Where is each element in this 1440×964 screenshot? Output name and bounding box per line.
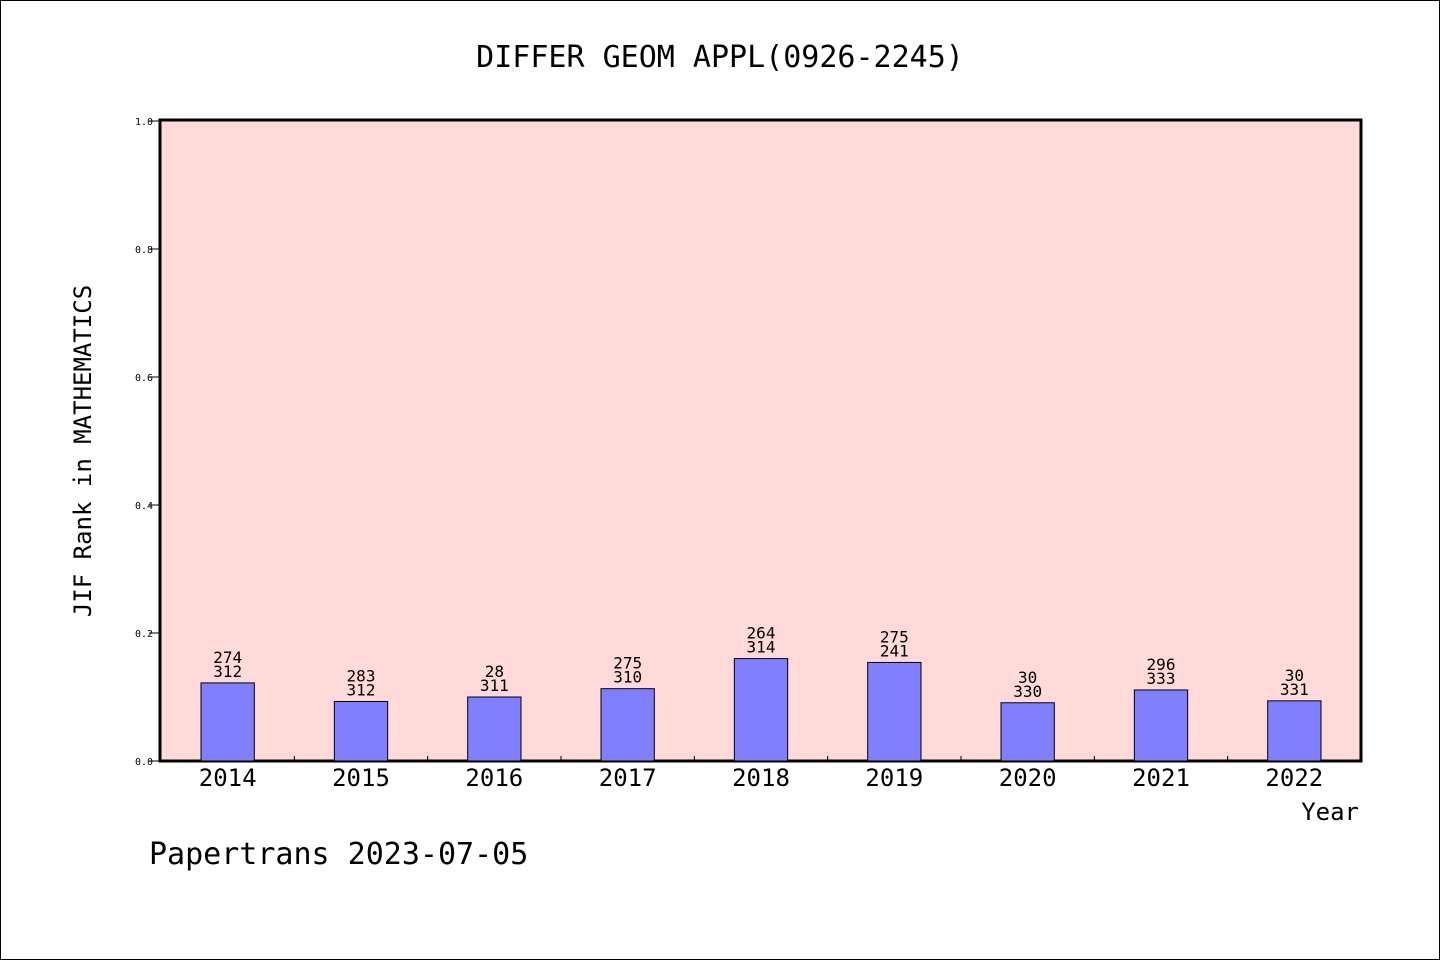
bar-2017: [600, 688, 655, 762]
bar-total-label: 312: [213, 662, 242, 681]
y-tick-label: 0.0: [135, 757, 153, 768]
y-tick-label: 0.8: [135, 245, 153, 256]
x-tick-label: 2020: [999, 764, 1057, 792]
bar-total-label: 312: [347, 680, 376, 699]
chart-title: DIFFER GEOM APPL(0926-2245): [476, 40, 964, 75]
x-axis: 2014 2015 2016 2017 2018 2019 2020 2021 2022: [199, 756, 1323, 792]
bar-2015: [333, 700, 389, 762]
bar-rank-label: 30: [1018, 668, 1037, 687]
bar-total-label: 331: [1280, 680, 1309, 699]
bar-2016: [467, 696, 522, 762]
bar-2020: [1000, 702, 1055, 762]
bar-rank-label: 275: [880, 627, 909, 646]
bar-2019: [867, 661, 922, 762]
bar-rank-label: 28: [485, 662, 504, 681]
x-tick-label: 2021: [1132, 764, 1190, 792]
bar-2018: [733, 658, 789, 762]
bar-2014: [200, 682, 255, 762]
x-tick-label: 2014: [199, 764, 257, 792]
bar-rank-label: 274: [213, 648, 242, 667]
y-tick-label: 0.2: [135, 629, 153, 640]
y-tick-label: 0.6: [135, 373, 153, 384]
bars: [200, 658, 1322, 762]
bar-2021: [1133, 689, 1189, 762]
bar-total-label: 330: [1013, 682, 1042, 701]
bar-total-label: 311: [480, 676, 509, 695]
footer-credit: Papertrans 2023-07-05: [149, 837, 528, 872]
bar-rank-label: 264: [747, 624, 776, 643]
bar-rank-label: 275: [613, 654, 642, 673]
bar-rank-label: 283: [347, 666, 376, 685]
x-tick-label: 2018: [732, 764, 790, 792]
x-tick-label: 2019: [865, 764, 923, 792]
bar-total-label: 314: [747, 638, 776, 657]
x-tick-label: 2016: [465, 764, 523, 792]
y-tick-label: 0.4: [135, 501, 153, 512]
x-tick-label: 2022: [1265, 764, 1323, 792]
bar-rank-label: 296: [1147, 655, 1176, 674]
plot-area: [158, 118, 1363, 763]
bar-total-label: 310: [613, 668, 642, 687]
bar-total-label: 333: [1147, 669, 1176, 688]
x-tick-label: 2017: [599, 764, 657, 792]
x-tick-label: 2015: [332, 764, 390, 792]
bar-total-label: 241: [880, 641, 909, 660]
x-axis-label: Year: [1301, 798, 1359, 826]
y-axis: 0.0 0.2 0.4 0.6 0.8 1.0: [135, 117, 161, 768]
bar-2022: [1267, 700, 1322, 762]
y-axis-label: JIF Rank in MATHEMATICS: [69, 285, 97, 617]
y-tick-label: 1.0: [135, 117, 153, 128]
bar-rank-label: 30: [1285, 666, 1304, 685]
